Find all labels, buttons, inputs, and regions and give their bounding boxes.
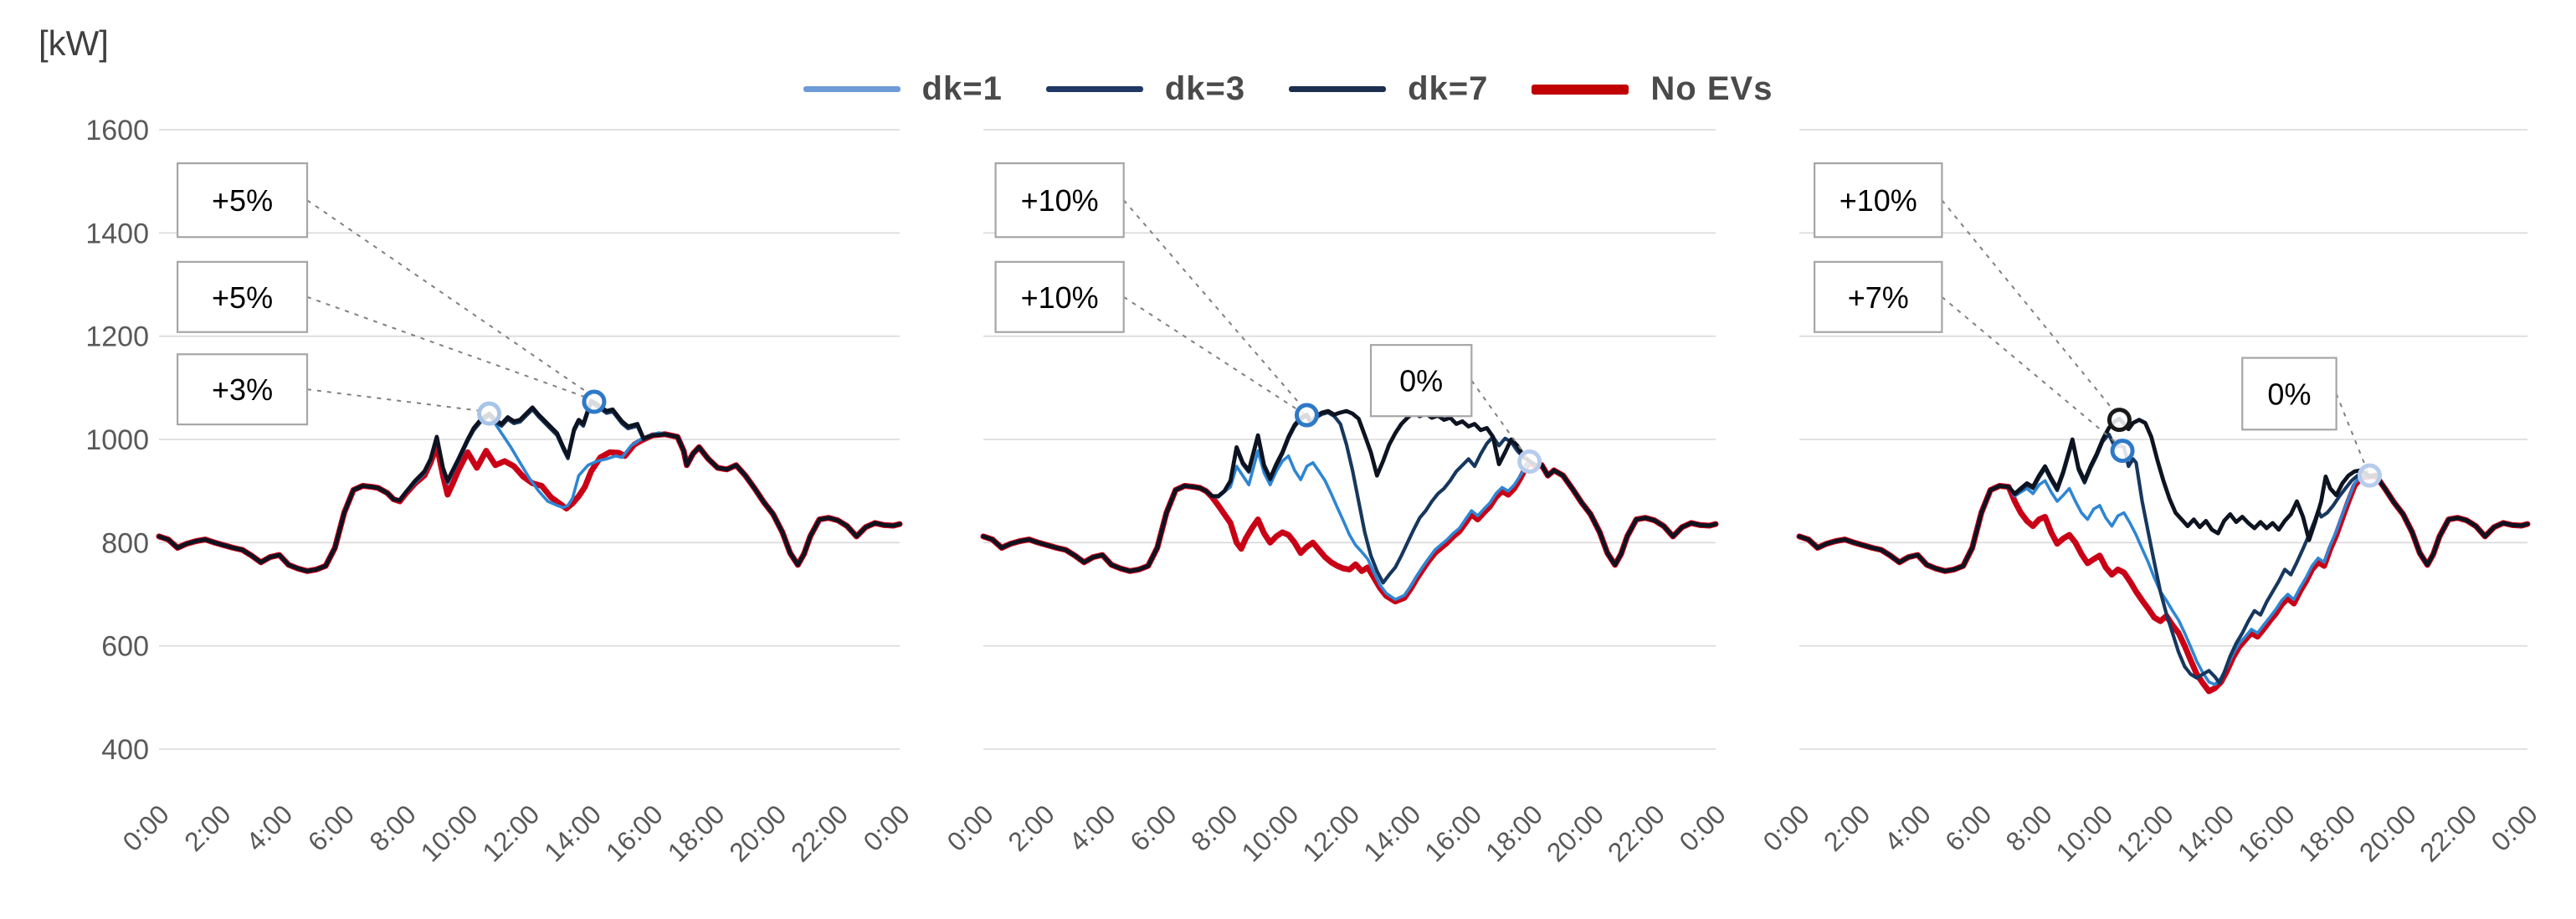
x-axis-tick-label: 6:00 [1939, 798, 1997, 856]
y-axis-tick-label: 1200 [85, 321, 149, 353]
x-axis-tick-label: 0:00 [857, 798, 915, 856]
callout-box [1814, 162, 1943, 239]
y-axis-tick-label: 1400 [85, 218, 149, 249]
peak-marker-blue [582, 389, 607, 414]
series-line-dk1 [982, 449, 1717, 602]
x-axis-tick-label: 2:00 [178, 798, 236, 856]
callout-leader-line [306, 199, 595, 398]
callout-label: +10% [1840, 183, 1917, 218]
callout-label: +5% [212, 183, 273, 218]
callout-leader-line [1941, 199, 2119, 417]
y-axis-tick-label: 1000 [85, 424, 149, 456]
peak-marker-blue [1294, 403, 1319, 428]
x-axis-tick-label: 16:00 [2232, 798, 2301, 867]
callout-box [177, 260, 309, 333]
x-axis-tick-label: 0:00 [941, 798, 998, 856]
callout-box [1814, 260, 1943, 333]
x-axis-tick-label: 12:00 [476, 798, 545, 867]
peak-marker-blue [2110, 439, 2135, 464]
x-axis-tick-label: 18:00 [662, 798, 731, 867]
callout-box [1369, 344, 1473, 418]
callout-label: +10% [1021, 280, 1099, 315]
x-axis-tick-label: 10:00 [1235, 798, 1304, 867]
x-axis-tick-label: 0:00 [116, 798, 174, 856]
series-line-dk7 [1797, 416, 2530, 573]
x-axis-tick-label: 0:00 [1673, 798, 1731, 856]
x-axis-tick-label: 14:00 [538, 798, 607, 867]
callout-box [177, 162, 309, 239]
callout-leader-line [1941, 296, 2122, 448]
series-line-dk7 [157, 398, 902, 573]
y-axis-tick-label: 800 [101, 527, 149, 559]
x-axis-tick-label: 0:00 [2485, 798, 2543, 856]
series-line-dk1 [1798, 474, 2529, 686]
x-axis-tick-label: 16:00 [1419, 798, 1487, 867]
callout-box [177, 353, 309, 426]
callout-box [994, 260, 1125, 333]
y-axis-tick-label: 400 [101, 734, 149, 766]
callout-label: +7% [1848, 280, 1909, 315]
x-axis-tick-label: 12:00 [2111, 798, 2179, 867]
x-axis-tick-label: 4:00 [1878, 798, 1936, 856]
callout-leader-line [1470, 380, 1529, 460]
x-axis-tick-label: 8:00 [363, 798, 421, 856]
x-axis-tick-label: 14:00 [2171, 798, 2240, 867]
peak-marker-pale [2358, 463, 2382, 488]
peak-marker-black [2106, 408, 2132, 433]
callout-leader-line [1122, 199, 1308, 413]
x-axis-tick-label: 16:00 [600, 798, 669, 867]
x-axis-tick-label: 2:00 [1002, 798, 1060, 856]
x-axis-tick-label: 22:00 [785, 798, 854, 867]
x-axis-tick-label: 22:00 [2414, 798, 2482, 867]
x-axis-tick-label: 10:00 [2050, 798, 2118, 867]
x-axis-tick-label: 4:00 [240, 798, 298, 856]
x-axis-tick-label: 20:00 [723, 798, 792, 867]
x-axis-tick-label: 20:00 [1541, 798, 1609, 867]
x-axis-tick-label: 8:00 [1185, 798, 1243, 856]
peak-marker-light [477, 401, 502, 426]
y-axis-tick-label: 1600 [85, 115, 149, 146]
x-axis-tick-label: 12:00 [1296, 798, 1365, 867]
callout-label: +5% [212, 280, 273, 315]
x-axis-tick-label: 18:00 [2292, 798, 2361, 867]
callout-leader-line [2335, 393, 2369, 474]
callout-label: +10% [1021, 183, 1099, 218]
callout-box [2241, 357, 2337, 431]
peak-marker-pale [1517, 449, 1542, 475]
x-axis-tick-label: 6:00 [302, 798, 360, 856]
callout-label: 0% [2267, 377, 2311, 411]
y-axis-tick-label: 600 [101, 631, 149, 663]
series-line-dk7 [981, 408, 1718, 573]
x-axis-tick-label: 14:00 [1357, 798, 1426, 867]
x-axis-tick-label: 2:00 [1818, 798, 1876, 856]
callout-leader-line [306, 295, 592, 400]
x-axis-tick-label: 18:00 [1480, 798, 1548, 867]
callout-label: +3% [212, 372, 273, 407]
callout-leader-line [1123, 295, 1306, 416]
x-axis-tick-label: 10:00 [415, 798, 484, 867]
y-axis-unit-label: [kW] [38, 23, 109, 63]
x-axis-tick-label: 20:00 [2353, 798, 2422, 867]
callout-leader-line [306, 388, 486, 413]
x-axis-tick-label: 6:00 [1124, 798, 1182, 856]
x-axis-tick-label: 22:00 [1602, 798, 1670, 867]
x-axis-tick-label: 8:00 [1999, 798, 2057, 856]
x-axis-tick-label: 0:00 [1757, 798, 1814, 856]
series-line-noev [1796, 472, 2531, 695]
x-axis-tick-label: 4:00 [1063, 798, 1121, 856]
callout-box [994, 162, 1125, 239]
callout-label: 0% [1399, 364, 1443, 398]
